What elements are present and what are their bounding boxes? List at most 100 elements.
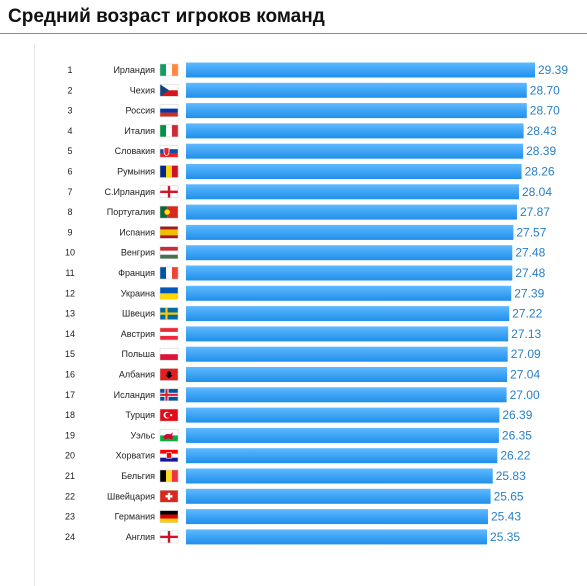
country-label: Украина: [121, 288, 155, 298]
bar: [186, 387, 507, 403]
chart-row: 20 Хорватия 26.22: [65, 448, 531, 464]
value-label: 28.39: [526, 144, 556, 158]
spain-flag-icon: [159, 226, 179, 239]
rank-label: 8: [67, 207, 72, 217]
chart-row: 8 Португалия 27.87: [67, 204, 550, 220]
rank-label: 18: [65, 410, 75, 420]
bar: [186, 346, 508, 362]
chart-row: 5 Словакия 28.39: [67, 143, 556, 159]
bar: [186, 285, 512, 301]
bar: [186, 245, 513, 261]
chart-row: 2 Чехия 28.70: [67, 82, 560, 98]
title-divider: [0, 33, 587, 34]
poland-flag-icon: [159, 347, 179, 361]
value-label: 28.70: [530, 83, 560, 97]
rank-label: 20: [65, 451, 75, 461]
bar: [186, 184, 519, 200]
ireland-flag-icon: [159, 63, 179, 77]
rank-label: 17: [65, 390, 75, 400]
italy-flag-icon: [159, 124, 179, 138]
chart-row: 10 Венгрия 27.48: [65, 245, 546, 261]
value-label: 27.87: [520, 205, 550, 219]
rank-label: 12: [65, 288, 75, 298]
turkey-flag-icon: [159, 408, 179, 422]
chart-row: 6 Румыния 28.26: [67, 164, 555, 179]
rank-label: 13: [65, 309, 75, 319]
chart-row: 11 Франция 27.48: [65, 265, 546, 281]
chart-row: 9 Испания 27.57: [67, 224, 547, 240]
country-label: Польша: [122, 349, 155, 359]
country-label: Франция: [118, 268, 155, 278]
value-label: 27.57: [516, 225, 546, 239]
rank-label: 11: [65, 268, 74, 278]
albania-flag-icon: [159, 368, 179, 381]
chart-panel: 1 Ирландия 29.39 2 Чехия 28.70 3 Россия 28.70 4 Ит…: [34, 44, 587, 586]
value-label: 27.09: [511, 347, 541, 361]
chart-row: 22 Швейцария 25.65: [65, 488, 524, 504]
country-label: С.Ирландия: [104, 187, 155, 197]
value-label: 28.70: [530, 104, 560, 118]
sweden-flag-icon: [159, 307, 179, 320]
country-label: Португалия: [107, 207, 155, 217]
rank-label: 5: [67, 146, 72, 156]
bar: [186, 204, 517, 220]
country-label: Россия: [125, 106, 155, 116]
bar: [186, 164, 522, 179]
chart-row: 3 Россия 28.70: [67, 103, 560, 119]
value-label: 26.35: [502, 428, 532, 442]
chart-row: 1 Ирландия 29.39: [67, 62, 568, 78]
bar: [186, 529, 488, 545]
rank-label: 6: [67, 167, 72, 177]
rank-label: 1: [67, 65, 72, 75]
chart-row: 16 Албания 27.04: [65, 367, 540, 382]
value-label: 29.39: [538, 63, 568, 77]
country-label: Турция: [126, 410, 156, 420]
chart-row: 12 Украина 27.39: [65, 285, 545, 301]
country-label: Австрия: [121, 329, 155, 339]
chart-row: 23 Германия 25.43: [65, 509, 521, 525]
country-label: Исландия: [114, 390, 155, 400]
bar: [186, 509, 488, 525]
value-label: 25.35: [490, 530, 520, 544]
value-label: 26.39: [502, 408, 532, 422]
switzerland-flag-icon: [159, 490, 179, 503]
czech-flag-icon: [159, 84, 179, 97]
rank-label: 4: [67, 126, 72, 136]
northern-ireland-flag-icon: [159, 185, 179, 199]
rank-label: 2: [67, 85, 72, 95]
country-label: Албания: [119, 370, 155, 380]
bar: [186, 103, 527, 119]
value-label: 28.04: [522, 185, 552, 199]
value-label: 25.65: [494, 489, 524, 503]
bar-chart: 1 Ирландия 29.39 2 Чехия 28.70 3 Россия 28.70 4 Ит…: [65, 62, 568, 545]
ukraine-flag-icon: [159, 287, 179, 300]
chart-row: 15 Польша 27.09: [65, 346, 541, 362]
chart-row: 7 С.Ирландия 28.04: [67, 184, 552, 200]
bar: [186, 326, 509, 342]
germany-flag-icon: [159, 510, 179, 523]
rank-label: 19: [65, 430, 75, 440]
country-label: Ирландия: [113, 65, 155, 75]
russia-flag-icon: [159, 104, 179, 117]
country-label: Испания: [119, 227, 155, 237]
country-label: Румыния: [117, 167, 155, 177]
rank-label: 3: [67, 106, 72, 116]
rank-label: 16: [65, 370, 75, 380]
bar: [186, 367, 508, 382]
hungary-flag-icon: [159, 246, 179, 259]
bar: [186, 82, 527, 98]
value-label: 27.48: [515, 246, 545, 260]
bar: [186, 427, 499, 443]
value-label: 27.39: [514, 286, 544, 300]
country-label: Словакия: [115, 146, 156, 156]
bar: [186, 488, 491, 504]
austria-flag-icon: [159, 327, 179, 341]
bar: [186, 265, 513, 281]
chart-row: 17 Исландия 27.00: [65, 387, 540, 403]
bar: [186, 123, 524, 139]
value-label: 28.43: [527, 124, 557, 138]
value-label: 25.83: [496, 469, 526, 483]
croatia-flag-icon: [159, 449, 179, 462]
romania-flag-icon: [159, 165, 179, 178]
value-label: 27.04: [510, 368, 540, 382]
